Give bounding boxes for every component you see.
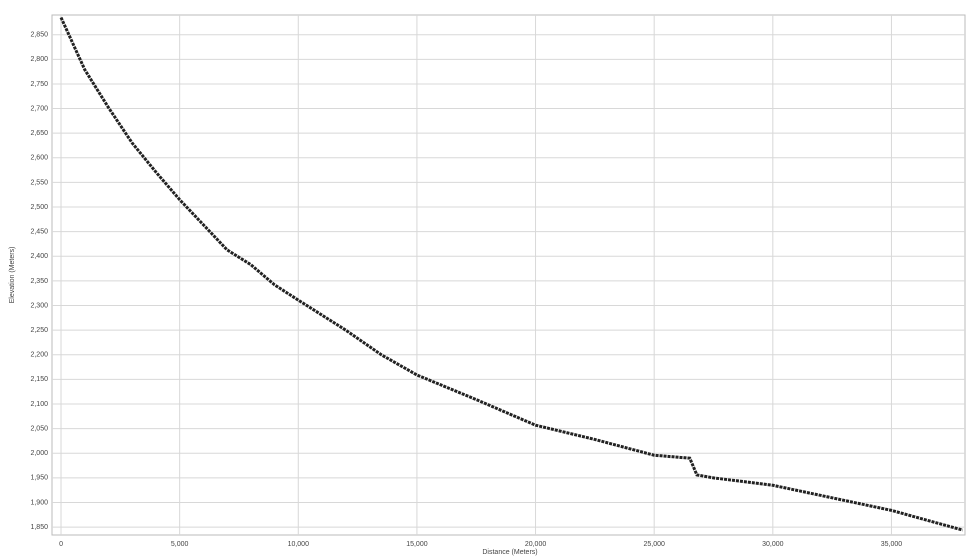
- y-tick-label: 2,800: [30, 56, 48, 63]
- y-tick-label: 2,500: [30, 204, 48, 211]
- y-tick-label: 2,400: [30, 253, 48, 260]
- x-axis-label: Distance (Meters): [482, 549, 537, 556]
- x-tick-label: 35,000: [881, 541, 903, 548]
- x-tick-label: 5,000: [171, 541, 189, 548]
- y-tick-label: 2,450: [30, 229, 48, 236]
- x-tick-label: 20,000: [525, 541, 547, 548]
- y-tick-label: 2,650: [30, 130, 48, 137]
- x-tick-label: 15,000: [406, 541, 428, 548]
- y-tick-label: 1,900: [30, 499, 48, 506]
- y-tick-label: 2,050: [30, 425, 48, 432]
- y-tick-label: 2,250: [30, 327, 48, 334]
- y-tick-label: 1,950: [30, 475, 48, 482]
- y-tick-label: 2,000: [30, 450, 48, 457]
- y-tick-label: 2,700: [30, 105, 48, 112]
- x-tick-label: 0: [59, 541, 63, 548]
- y-tick-label: 2,850: [30, 32, 48, 39]
- elevation-line: [59, 16, 964, 532]
- y-tick-label: 2,300: [30, 302, 48, 309]
- y-tick-label: 2,200: [30, 352, 48, 359]
- x-tick-label: 25,000: [643, 541, 665, 548]
- y-tick-label: 2,150: [30, 376, 48, 383]
- y-tick-label: 2,550: [30, 179, 48, 186]
- y-tick-label: 2,600: [30, 155, 48, 162]
- y-tick-label: 1,850: [30, 524, 48, 531]
- plot-area: [51, 14, 966, 536]
- y-tick-label: 2,350: [30, 278, 48, 285]
- y-axis-label: Elevation (Meters): [9, 247, 16, 304]
- y-tick-label: 2,100: [30, 401, 48, 408]
- x-tick-label: 10,000: [288, 541, 310, 548]
- y-tick-label: 2,750: [30, 81, 48, 88]
- x-tick-label: 30,000: [762, 541, 784, 548]
